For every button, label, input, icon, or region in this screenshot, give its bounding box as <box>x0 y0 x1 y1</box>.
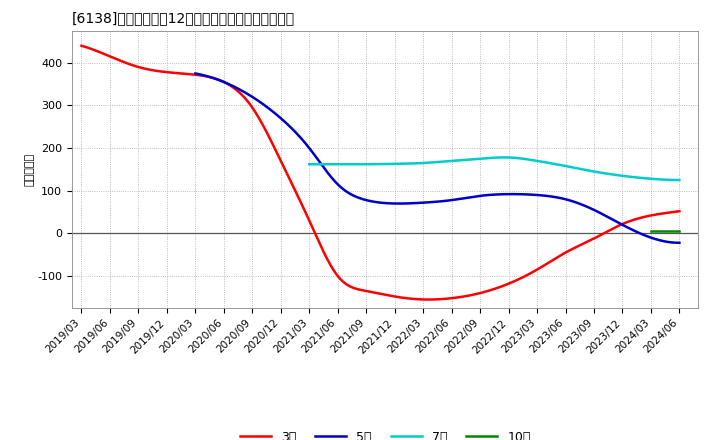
7年 <box>675 177 684 183</box>
7年 <box>305 161 314 167</box>
5年 <box>663 239 672 245</box>
Line: 7年: 7年 <box>310 158 680 180</box>
7年 <box>500 155 508 160</box>
7年 <box>526 157 535 162</box>
5年 <box>675 240 684 246</box>
Line: 3年: 3年 <box>81 46 680 300</box>
10年 <box>675 229 684 234</box>
3年 <box>425 297 433 302</box>
5年 <box>479 193 487 198</box>
Y-axis label: （百万円）: （百万円） <box>24 153 35 186</box>
Legend: 3年, 5年, 7年, 10年: 3年, 5年, 7年, 10年 <box>240 431 531 440</box>
7年 <box>481 156 490 161</box>
5年 <box>191 71 199 76</box>
10年 <box>647 229 655 234</box>
3年 <box>662 210 670 216</box>
5年 <box>453 197 462 202</box>
5年 <box>674 240 683 246</box>
5年 <box>588 206 596 212</box>
7年 <box>483 155 492 161</box>
5年 <box>424 200 433 205</box>
3年 <box>365 289 374 294</box>
3年 <box>361 288 370 293</box>
7年 <box>667 177 675 183</box>
3年 <box>401 295 410 301</box>
3年 <box>77 43 86 48</box>
7年 <box>506 155 515 160</box>
Text: [6138]　当期組利益12か月移動合計の平均値の推移: [6138] 当期組利益12か月移動合計の平均値の推移 <box>72 11 295 26</box>
3年 <box>675 209 684 214</box>
3年 <box>569 246 577 251</box>
3年 <box>434 297 443 302</box>
Line: 5年: 5年 <box>195 73 680 243</box>
7年 <box>609 172 618 177</box>
5年 <box>421 200 430 205</box>
